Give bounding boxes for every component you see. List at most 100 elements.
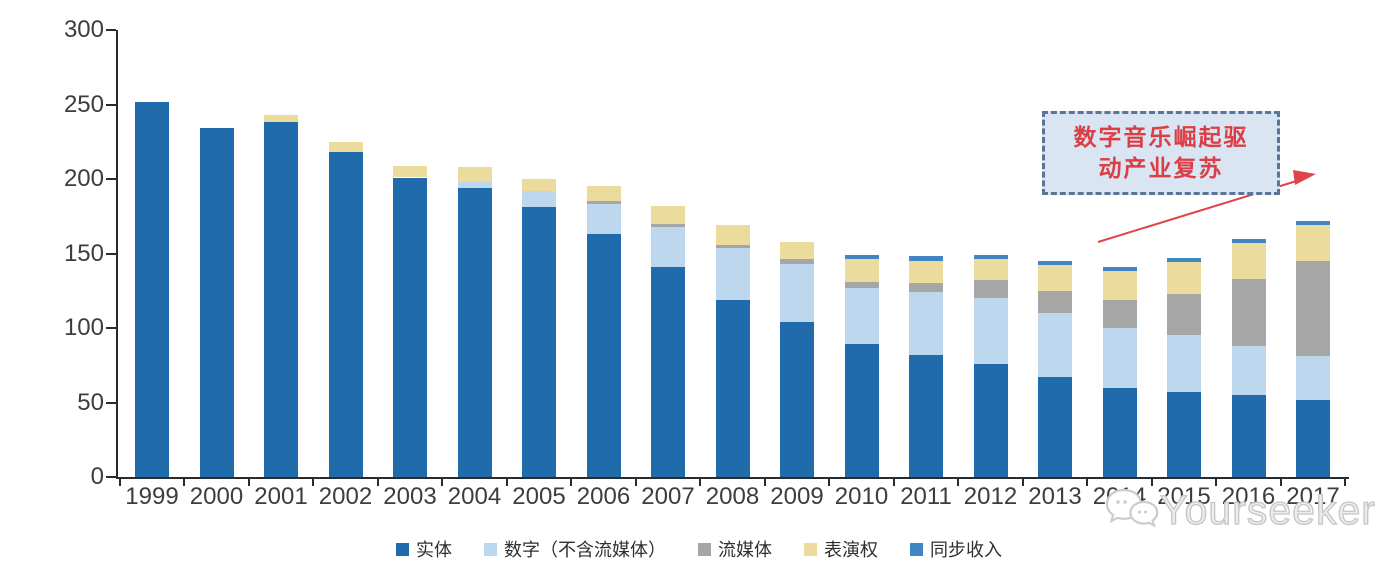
bar-segment-2015-series1 (1167, 335, 1201, 393)
bar-segment-2007-series1 (651, 226, 685, 267)
y-axis-tick-mark (106, 103, 116, 106)
bar-segment-2017-series3 (1296, 225, 1330, 261)
y-axis-tick-label: 150 (63, 239, 104, 267)
x-axis-category-label: 2017 (1286, 483, 1340, 510)
bar-segment-2012-series4 (973, 254, 1008, 260)
bar-segment-2016-series1 (1231, 345, 1266, 396)
legend-swatch-icon (698, 542, 711, 556)
bar-segment-2005-series0 (522, 207, 556, 477)
legend-label: 同步收入 (930, 540, 1002, 560)
bar-segment-2013-series0 (1038, 377, 1072, 477)
x-axis-tick-mark (1086, 479, 1089, 486)
x-axis-category-label: 2011 (900, 483, 952, 510)
bar-segment-2012-series3 (973, 259, 1008, 281)
bar-segment-2007-series2 (651, 223, 685, 227)
x-axis-category-label: 2005 (512, 483, 566, 510)
x-axis-category-label: 2007 (641, 483, 695, 510)
bar-segment-2012-series0 (973, 363, 1008, 477)
y-axis-tick-mark (106, 476, 116, 478)
bar-segment-2002-series3 (328, 141, 363, 153)
x-axis-tick-mark (1150, 479, 1153, 486)
legend-swatch-icon (396, 542, 409, 556)
chat-bubbles-icon (1105, 488, 1159, 528)
x-axis-category-label: 2006 (576, 483, 631, 510)
x-axis-category-label: 2004 (447, 483, 502, 510)
x-axis-tick-mark (505, 479, 508, 486)
y-axis-tick-mark (106, 29, 116, 31)
x-axis-category-label: 2012 (963, 483, 1018, 510)
watermark: Yourseeker (1104, 486, 1376, 534)
bar-segment-2006-series3 (586, 186, 621, 202)
bar-segment-2016-series3 (1231, 243, 1266, 279)
bar-segment-2011-series0 (909, 354, 943, 477)
x-axis-tick-mark (441, 479, 444, 486)
bar-segment-2013-series3 (1038, 265, 1072, 291)
x-axis-category-label: 2003 (383, 483, 437, 510)
bar-segment-2007-series0 (651, 266, 685, 477)
bar-segment-2008-series1 (715, 247, 750, 300)
x-axis-line (116, 477, 1349, 479)
bar-segment-2004-series3 (457, 167, 492, 182)
legend-swatch-icon (484, 542, 497, 556)
bar-segment-2016-series4 (1231, 238, 1266, 244)
x-axis-category-label: 2001 (254, 483, 308, 510)
x-axis-category-label: 2002 (318, 483, 373, 510)
bar-segment-2010-series4 (844, 254, 879, 260)
x-axis-tick-mark (312, 479, 315, 486)
legend-label: 数字（不含流媒体） (504, 540, 666, 560)
bar-segment-2004-series0 (457, 187, 492, 477)
annotation-text-line2: 动产业复苏 (1098, 155, 1224, 181)
x-axis-tick-mark (957, 479, 960, 486)
legend-label: 表演权 (824, 540, 878, 560)
bar-segment-2017-series2 (1296, 260, 1330, 357)
bar-segment-2011-series1 (909, 292, 943, 355)
bar-segment-2010-series0 (844, 344, 879, 477)
bar-segment-2006-series1 (586, 204, 621, 235)
bar-segment-2011-series2 (909, 283, 943, 293)
y-axis-tick-label: 0 (90, 463, 104, 490)
x-axis-tick-mark (183, 479, 186, 486)
bar-segment-1999-series0 (135, 101, 169, 477)
bar-segment-2014-series0 (1102, 387, 1137, 477)
bar-segment-2001-series0 (264, 122, 298, 477)
bar-segment-2005-series1 (522, 190, 556, 208)
bar-segment-2009-series0 (780, 322, 814, 477)
y-axis-tick-mark (106, 327, 116, 329)
bar-segment-2017-series0 (1296, 399, 1330, 477)
bar-segment-2005-series3 (522, 179, 556, 191)
x-axis-category-label: 2008 (705, 483, 760, 510)
x-axis-tick-mark (1215, 479, 1218, 486)
x-axis-tick-mark (1279, 479, 1282, 486)
legend-item-3: 表演权 (804, 536, 878, 562)
x-axis-category-label: 2015 (1157, 483, 1211, 510)
bar-segment-2014-series1 (1102, 328, 1137, 388)
legend-item-4: 同步收入 (910, 536, 1002, 562)
chart-legend: 实体 数字（不含流媒体） 流媒体 表演权 同步收入 (0, 536, 1398, 562)
x-axis-tick-mark (634, 479, 637, 486)
y-axis-tick-label: 100 (63, 314, 104, 341)
x-axis-category-label: 2009 (770, 483, 824, 510)
x-axis-category-label: 2013 (1028, 483, 1082, 510)
bar-segment-2011-series3 (909, 260, 943, 284)
legend-label: 实体 (416, 540, 452, 560)
legend-swatch-icon (910, 542, 923, 556)
y-axis-tick-label: 300 (63, 16, 104, 43)
x-axis-tick-mark (570, 479, 573, 486)
bar-segment-2010-series3 (844, 259, 879, 282)
bar-segment-2015-series0 (1167, 392, 1201, 477)
bar-segment-2014-series3 (1102, 271, 1137, 300)
bar-segment-2003-series0 (393, 177, 427, 477)
annotation-text-line1: 数字音乐崛起驱 (1073, 124, 1249, 150)
bar-segment-2014-series2 (1102, 299, 1137, 328)
bar-segment-2016-series0 (1231, 395, 1266, 477)
bar-segment-2009-series1 (780, 263, 814, 323)
bar-segment-2000-series0 (199, 128, 234, 477)
bar-segment-2013-series2 (1038, 290, 1072, 314)
bar-segment-2010-series1 (844, 287, 879, 345)
bar-segment-2009-series3 (780, 241, 814, 260)
bar-segment-2017-series1 (1296, 356, 1330, 400)
legend-item-2: 流媒体 (698, 536, 772, 562)
bar-segment-2008-series3 (715, 225, 750, 245)
x-axis-tick-mark (247, 479, 250, 486)
